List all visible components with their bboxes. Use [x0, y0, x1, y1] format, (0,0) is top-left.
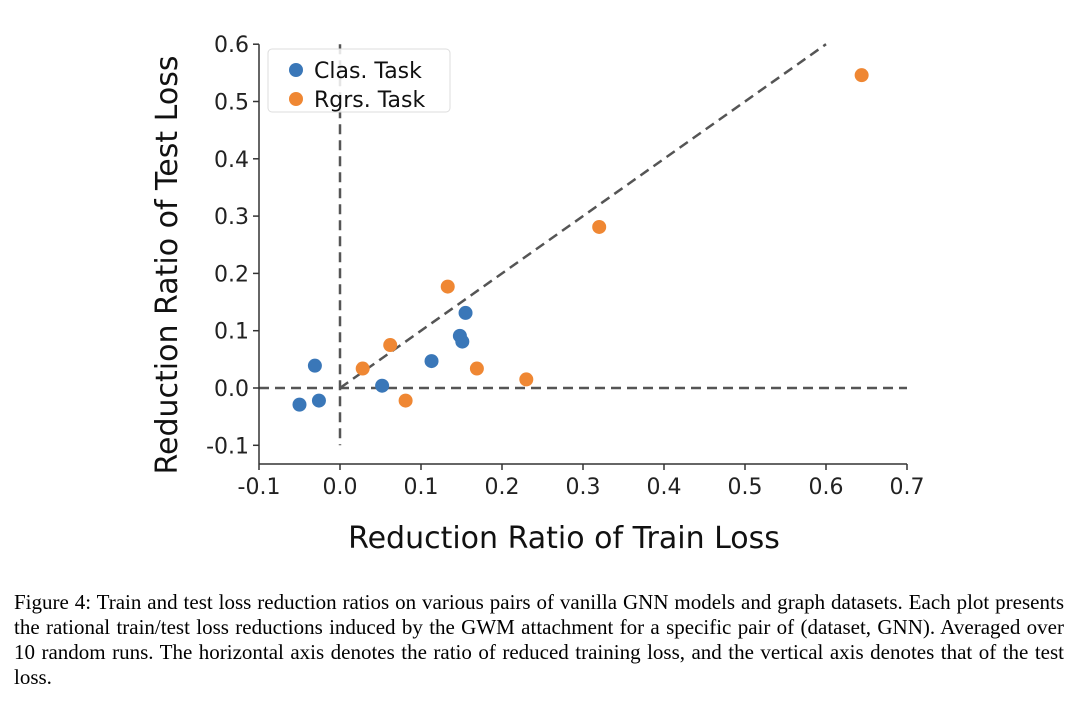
reference-line-diagonal [339, 43, 827, 390]
data-point-rgrs [440, 279, 455, 294]
data-point-rgrs [469, 361, 484, 376]
legend: Clas. Task Rgrs. Task [267, 48, 451, 113]
legend-label-rgrs: Rgrs. Task [314, 88, 425, 113]
y-tick-label: 0.6 [214, 33, 249, 58]
data-point-clas [375, 378, 390, 393]
data-point-rgrs [592, 219, 607, 234]
data-point-rgrs [854, 68, 869, 83]
data-point-rgrs [519, 372, 534, 387]
data-point-clas [307, 358, 322, 373]
y-tick-label: 0.4 [214, 148, 249, 173]
y-tick-label: 0.1 [214, 320, 249, 345]
x-axis-title: Reduction Ratio of Train Loss [348, 521, 780, 556]
y-tick-label: 0.5 [214, 91, 249, 116]
x-tick-label: -0.1 [238, 475, 281, 500]
data-point-clas [424, 354, 439, 369]
data-point-rgrs [398, 393, 413, 408]
scatter-chart: -0.1 0.0 0.1 0.2 0.3 0.4 0.5 0.6 0.7 -0.1 0.0 0.1 0.… [150, 33, 925, 556]
x-tick-label: 0.5 [728, 475, 763, 500]
legend-marker-rgrs [289, 92, 303, 106]
x-tick-label: 0.4 [647, 475, 682, 500]
data-point-clas [311, 393, 326, 408]
data-point-clas [455, 334, 470, 349]
x-tick-label: 0.2 [485, 475, 520, 500]
data-point-rgrs [383, 338, 398, 353]
x-tick-label: 0.0 [323, 475, 358, 500]
y-tick-label: 0.2 [214, 262, 249, 287]
data-point-rgrs [355, 361, 370, 376]
data-point-clas [458, 305, 473, 320]
y-tick-label: -0.1 [206, 434, 249, 459]
figure-caption: Figure 4: Train and test loss reduction … [14, 590, 1064, 689]
y-axis-title: Reduction Ratio of Test Loss [150, 56, 185, 475]
legend-label-clas: Clas. Task [314, 59, 422, 84]
data-point-clas [292, 397, 307, 412]
x-tick-label: 0.7 [890, 475, 925, 500]
y-tick-label: 0.0 [214, 377, 249, 402]
x-tick-label: 0.3 [566, 475, 601, 500]
y-tick-label: 0.3 [214, 205, 249, 230]
x-tick-label: 0.6 [809, 475, 844, 500]
legend-marker-clas [289, 63, 303, 77]
x-tick-label: 0.1 [404, 475, 439, 500]
